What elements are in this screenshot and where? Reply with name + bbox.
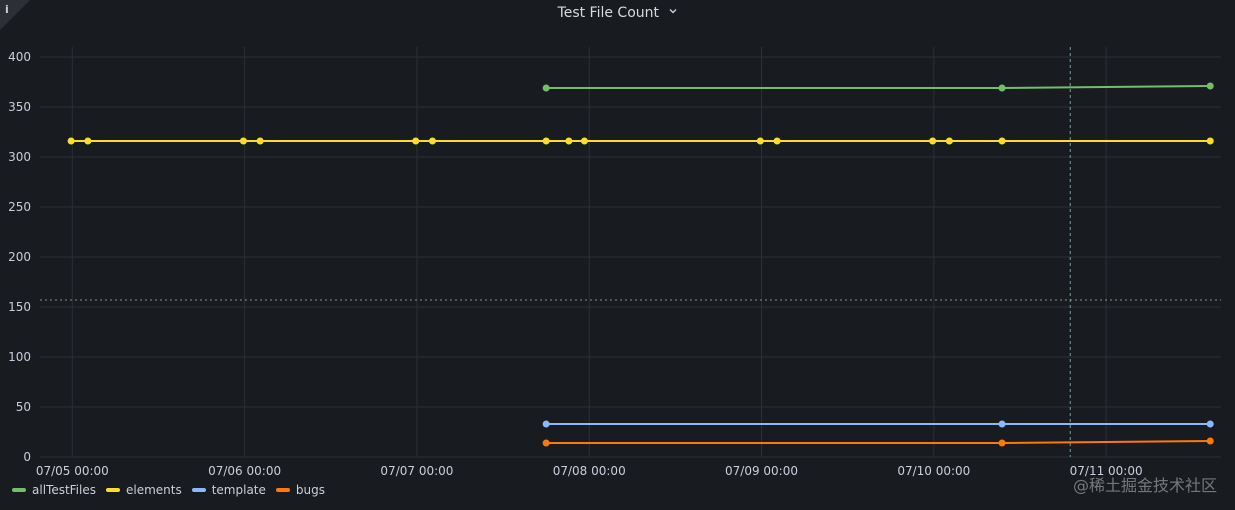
data-point-elements <box>412 137 420 145</box>
x-tick-label: 07/08 00:00 <box>553 464 626 478</box>
data-point-elements <box>84 137 92 145</box>
legend-item-template[interactable]: template <box>191 483 266 497</box>
legend-label: bugs <box>295 483 325 497</box>
data-point-template <box>1206 420 1214 428</box>
data-point-elements <box>773 137 781 145</box>
data-point-allTestFiles <box>1206 82 1214 90</box>
y-tick-label: 0 <box>23 450 31 464</box>
data-point-template <box>542 420 550 428</box>
y-tick-label: 200 <box>8 250 31 264</box>
y-tick-label: 100 <box>8 350 31 364</box>
chevron-down-icon[interactable] <box>669 8 677 14</box>
x-tick-label: 07/07 00:00 <box>380 464 453 478</box>
data-point-elements <box>428 137 436 145</box>
y-tick-label: 400 <box>8 50 31 64</box>
watermark: @稀土掘金技术社区 <box>1072 476 1217 495</box>
data-point-allTestFiles <box>998 84 1006 92</box>
y-tick-label: 350 <box>8 100 31 114</box>
legend-item-elements[interactable]: elements <box>105 483 182 497</box>
legend-item-bugs[interactable]: bugs <box>275 483 325 497</box>
y-tick-label: 50 <box>16 400 31 414</box>
data-point-bugs <box>1206 437 1214 445</box>
legend-label: template <box>211 483 266 497</box>
info-icon[interactable]: i <box>5 3 9 16</box>
data-point-elements <box>929 137 937 145</box>
x-tick-label: 07/09 00:00 <box>725 464 798 478</box>
legend-label: allTestFiles <box>32 483 96 497</box>
data-point-elements <box>67 137 75 145</box>
data-point-elements <box>565 137 573 145</box>
data-point-elements <box>580 137 588 145</box>
series-line-bugs <box>546 440 1211 444</box>
panel-header[interactable]: Test File Count <box>0 5 1235 21</box>
data-point-elements <box>756 137 764 145</box>
legend-swatch <box>12 488 26 492</box>
data-point-elements <box>256 137 264 145</box>
series-line-allTestFiles <box>546 85 1211 89</box>
legend-swatch <box>191 488 206 492</box>
x-tick-label: 07/11 00:00 <box>1070 464 1143 478</box>
y-tick-label: 250 <box>8 200 31 214</box>
info-corner[interactable] <box>0 0 30 30</box>
y-tick-label: 150 <box>8 300 31 314</box>
data-point-elements <box>998 137 1006 145</box>
data-point-elements <box>1206 137 1214 145</box>
x-tick-label: 07/05 00:00 <box>36 464 109 478</box>
panel-title[interactable]: Test File Count <box>557 5 660 21</box>
data-point-bugs <box>542 439 550 447</box>
chart-plot[interactable]: 0 50 100 150 200 250 300 350 400 07/05 00:00 07/06… <box>0 0 1235 480</box>
data-point-allTestFiles <box>542 84 550 92</box>
legend-swatch <box>105 488 120 492</box>
legend-item-allTestFiles[interactable]: allTestFiles <box>12 483 96 497</box>
data-point-elements <box>542 137 550 145</box>
legend-swatch <box>275 488 290 492</box>
legend-label: elements <box>125 483 182 497</box>
data-point-template <box>998 420 1006 428</box>
y-tick-label: 300 <box>8 150 31 164</box>
x-tick-label: 07/10 00:00 <box>897 464 970 478</box>
legend: allTestFiles elements template bugs <box>12 483 325 497</box>
x-tick-label: 07/06 00:00 <box>208 464 281 478</box>
data-point-bugs <box>998 439 1006 447</box>
data-point-elements <box>945 137 953 145</box>
data-point-elements <box>239 137 247 145</box>
